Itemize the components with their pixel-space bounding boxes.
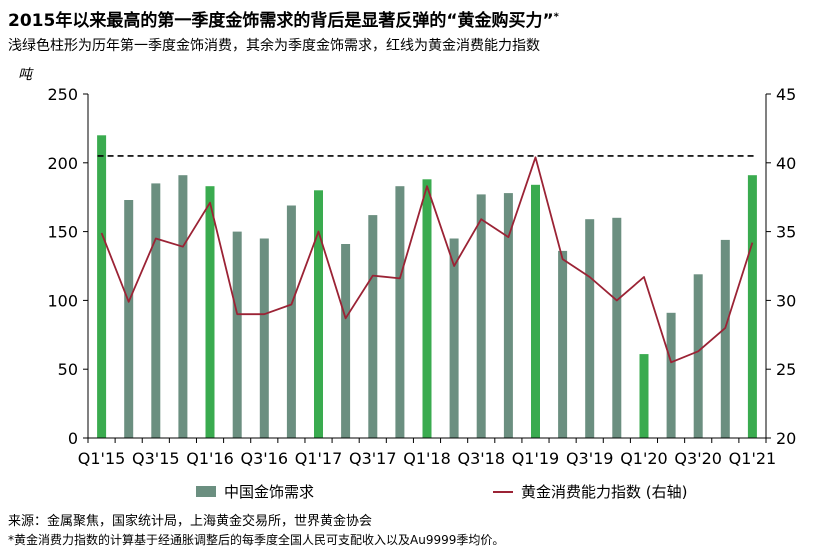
x-tick-label: Q1'20 bbox=[620, 449, 668, 468]
right-tick-label: 35 bbox=[776, 223, 796, 242]
bar-Q4'20 bbox=[720, 239, 730, 438]
bar-Q3'19 bbox=[585, 219, 595, 438]
bar-Q4'18 bbox=[503, 193, 513, 438]
bar-Q3'17 bbox=[368, 215, 378, 438]
x-tick-label: Q1'18 bbox=[403, 449, 451, 468]
consumption-index-line bbox=[100, 156, 754, 364]
chart-svg: 0 50 100 150 200 250 20 25 30 35 40 45 Q1'15 Q3'15 Q1'… bbox=[47, 85, 796, 501]
bar-Q3'16 bbox=[259, 238, 269, 438]
legend-label-line: 黄金消费能力指数 (右轴) bbox=[521, 483, 687, 501]
left-tick-label: 200 bbox=[47, 154, 78, 173]
left-tick-label: 100 bbox=[47, 291, 78, 310]
bar-Q1'19 bbox=[531, 184, 540, 438]
right-tick-label: 25 bbox=[776, 360, 796, 379]
right-tick-label: 30 bbox=[776, 291, 796, 310]
source-note: 来源：金属聚焦，国家统计局，上海黄金交易所，世界黄金协会 bbox=[8, 514, 373, 529]
bar-Q1'15 bbox=[97, 135, 107, 439]
right-tick-label: 40 bbox=[776, 154, 796, 173]
footnote: *黄金消费力指数的计算基于经通胀调整后的每季度全国人民可支配收入以及Au9999… bbox=[8, 533, 505, 547]
x-tick-label: Q3'16 bbox=[241, 449, 289, 468]
x-tick-label: Q3'18 bbox=[457, 449, 505, 468]
x-tick-label: Q3'17 bbox=[349, 449, 397, 468]
bar-Q4'15 bbox=[178, 175, 188, 438]
chart-subtitle: 浅绿色柱形为历年第一季度金饰消费，其余为季度金饰需求，红线为黄金消费能力指数 bbox=[8, 38, 540, 54]
bar-Q4'16 bbox=[286, 205, 296, 438]
left-tick-label: 150 bbox=[47, 223, 78, 242]
left-tick-label: 250 bbox=[47, 85, 78, 104]
bar-Q1'16 bbox=[205, 186, 215, 438]
legend-label-bars: 中国金饰需求 bbox=[224, 483, 314, 501]
bar-Q2'15 bbox=[124, 200, 134, 438]
x-tick-label: Q1'19 bbox=[512, 449, 560, 468]
bar-Q2'20 bbox=[666, 312, 676, 438]
left-tick-label: 50 bbox=[58, 360, 78, 379]
bar-Q3'15 bbox=[151, 183, 161, 438]
bar-Q2'16 bbox=[232, 231, 242, 438]
x-tick-label: Q1'21 bbox=[729, 449, 777, 468]
bar-Q4'17 bbox=[395, 186, 405, 438]
chart-title: 2015年以来最高的第一季度金饰需求的背后是显著反弹的“黄金购买力”* bbox=[8, 11, 559, 31]
right-tick-label: 45 bbox=[776, 85, 796, 104]
bar-Q3'20 bbox=[693, 274, 703, 438]
right-tick-label: 20 bbox=[776, 429, 796, 448]
x-tick-label: Q1'17 bbox=[295, 449, 343, 468]
bar-Q3'18 bbox=[476, 194, 486, 438]
bar-Q1'20 bbox=[639, 354, 649, 438]
bar-Q1'18 bbox=[422, 179, 432, 439]
bar-Q2'18 bbox=[449, 238, 459, 438]
bar-Q2'17 bbox=[341, 244, 351, 438]
bar-Q1'21 bbox=[747, 175, 757, 438]
x-tick-label: Q1'15 bbox=[78, 449, 126, 468]
bar-Q1'17 bbox=[314, 190, 323, 438]
x-tick-label: Q3'15 bbox=[132, 449, 180, 468]
bar-Q2'19 bbox=[558, 250, 568, 438]
y-axis-unit: 吨 bbox=[18, 67, 32, 83]
x-tick-label: Q3'20 bbox=[674, 449, 722, 468]
legend-swatch-bars bbox=[196, 486, 216, 497]
x-tick-label: Q3'19 bbox=[566, 449, 614, 468]
x-tick-label: Q1'16 bbox=[186, 449, 234, 468]
bar-Q4'19 bbox=[612, 217, 622, 438]
left-tick-label: 0 bbox=[68, 429, 78, 448]
